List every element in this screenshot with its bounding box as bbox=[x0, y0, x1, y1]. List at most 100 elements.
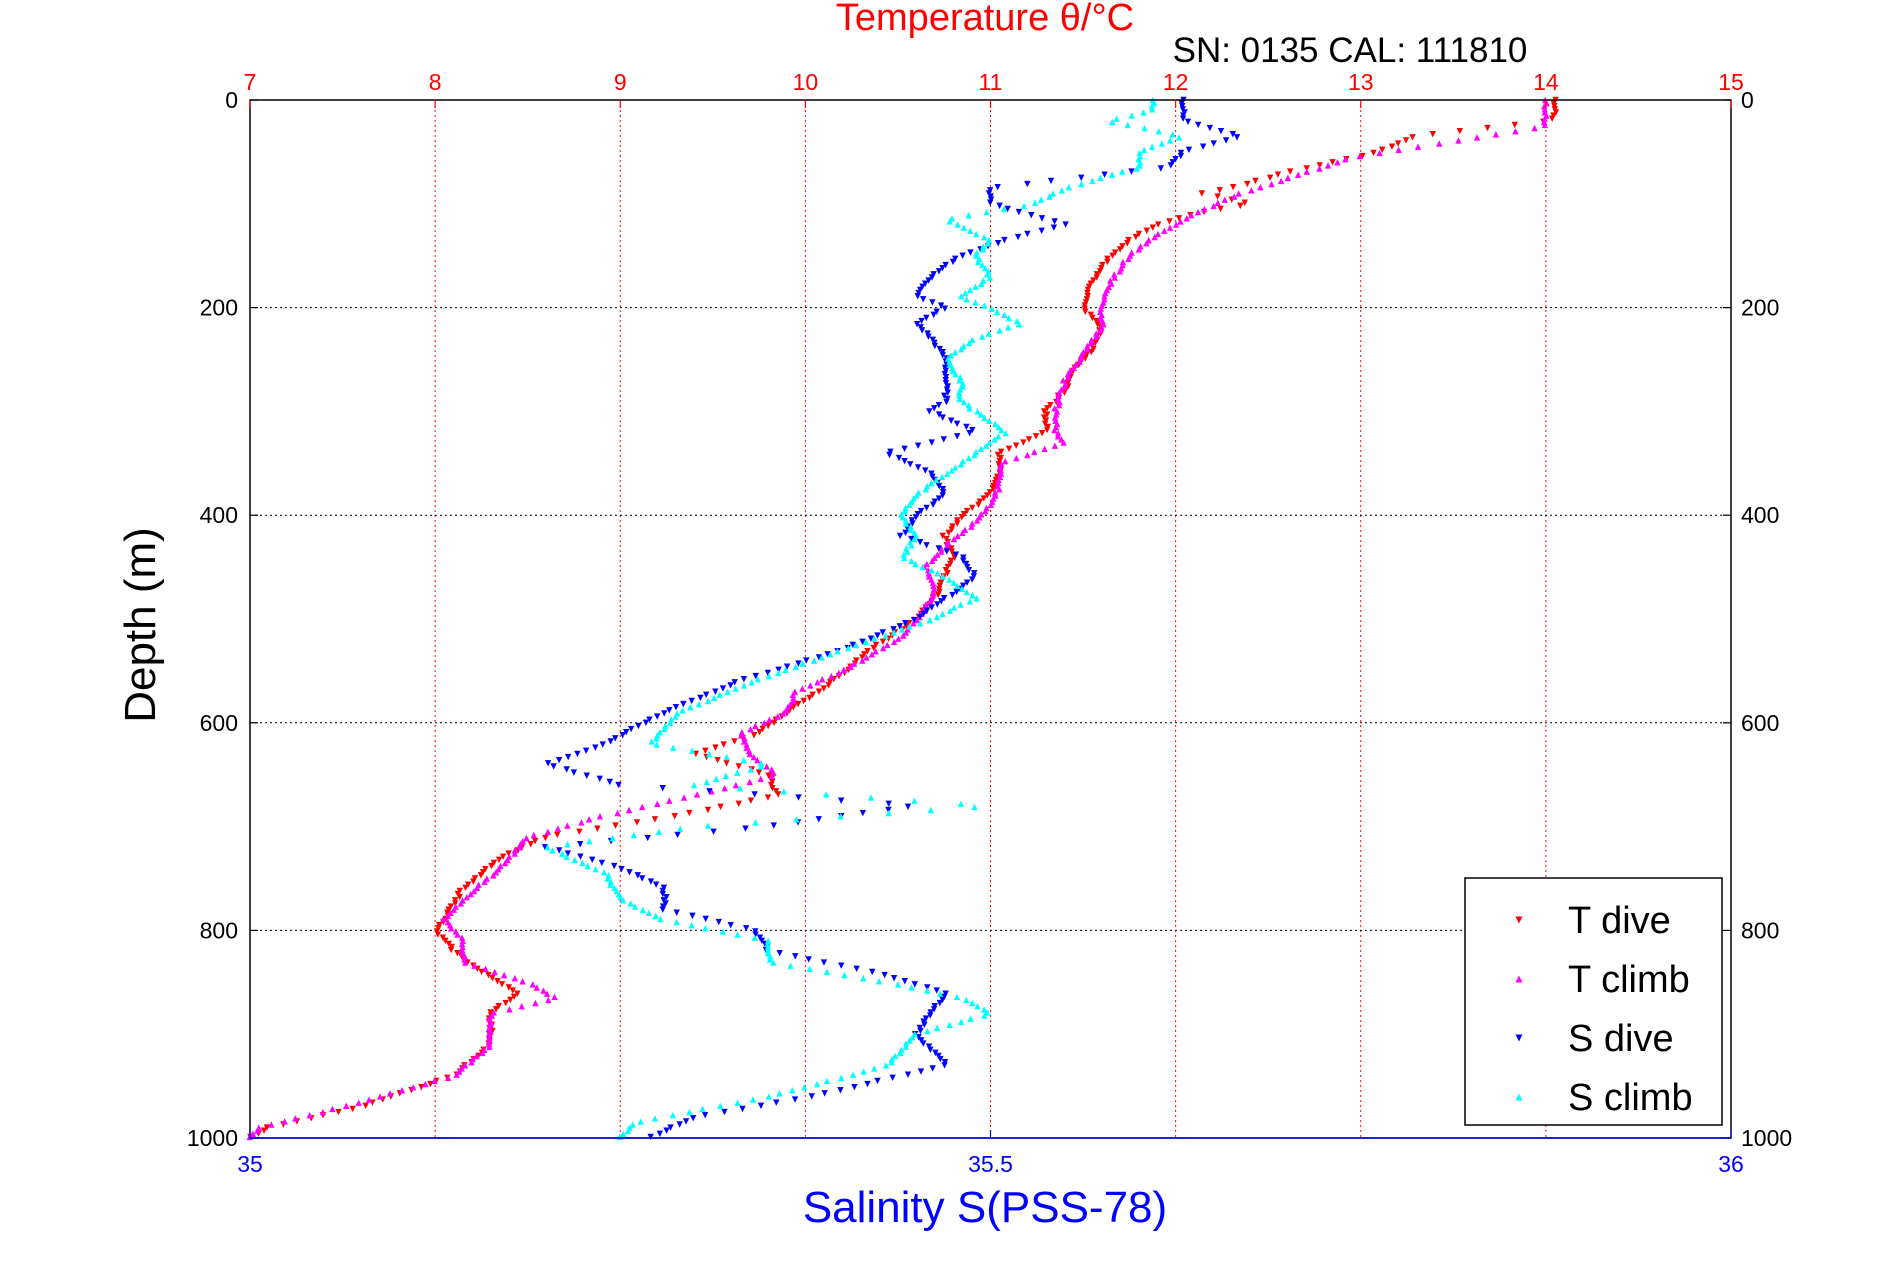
t-dive-point bbox=[362, 1102, 369, 1110]
t-climb-point bbox=[1324, 162, 1332, 169]
s-dive-point bbox=[702, 691, 710, 698]
s-climb-point bbox=[780, 788, 787, 795]
s-climb-point bbox=[922, 486, 930, 493]
t-dive-point bbox=[1109, 252, 1116, 259]
t-dive-point bbox=[576, 828, 583, 835]
s-climb-point bbox=[792, 663, 800, 670]
s-climb-point bbox=[860, 974, 867, 982]
s-climb-point bbox=[979, 333, 986, 340]
s-dive-point bbox=[783, 663, 791, 670]
t-climb-point bbox=[532, 999, 539, 1007]
s-dive-point bbox=[1101, 171, 1108, 178]
tick-label-depth-right: 600 bbox=[1741, 710, 1779, 736]
s-climb-point bbox=[960, 398, 968, 406]
t-climb-point bbox=[519, 978, 526, 985]
s-dive-point bbox=[837, 797, 845, 804]
s-dive-point bbox=[928, 604, 935, 611]
t-climb-point bbox=[1235, 190, 1242, 197]
t-climb-point bbox=[551, 993, 558, 1001]
s-climb-point bbox=[924, 1027, 931, 1035]
s-climb-point bbox=[1089, 177, 1096, 185]
s-climb-point bbox=[903, 545, 910, 552]
t-climb-point bbox=[1531, 124, 1538, 132]
s-dive-point bbox=[740, 676, 748, 683]
s-climb-point bbox=[962, 289, 969, 297]
s-dive-point bbox=[1233, 134, 1241, 141]
s-climb-point bbox=[901, 554, 908, 561]
t-dive-point bbox=[594, 825, 601, 832]
t-climb-point bbox=[1055, 401, 1063, 409]
s-climb-point bbox=[899, 514, 907, 521]
tick-label-temp: 14 bbox=[1533, 69, 1559, 95]
s-dive-point bbox=[795, 794, 802, 801]
s-dive-point bbox=[689, 1115, 697, 1122]
t-dive-point bbox=[723, 760, 730, 767]
s-dive-point bbox=[895, 454, 903, 462]
s-climb-point bbox=[959, 380, 966, 387]
s-climb-point bbox=[966, 286, 974, 294]
s-climb-point bbox=[748, 679, 755, 686]
t-climb-point bbox=[1083, 345, 1091, 353]
s-climb-point bbox=[1005, 314, 1013, 322]
s-dive-point bbox=[902, 529, 909, 537]
s-dive-point bbox=[934, 601, 941, 608]
s-dive-point bbox=[647, 878, 655, 885]
t-dive-point bbox=[1214, 193, 1221, 200]
t-climb-point bbox=[585, 816, 593, 823]
s-dive-point bbox=[926, 408, 933, 415]
s-dive-point bbox=[795, 660, 802, 667]
t-climb-point bbox=[458, 934, 466, 941]
s-climb-point bbox=[657, 915, 664, 923]
t-dive-point bbox=[1020, 439, 1027, 446]
s-climb-point bbox=[948, 467, 955, 474]
s-climb-point bbox=[982, 442, 990, 449]
t-dive-point bbox=[1104, 258, 1111, 266]
s-climb-point bbox=[995, 433, 1002, 440]
t-climb-point bbox=[596, 813, 604, 820]
t-climb-point bbox=[747, 725, 754, 733]
s-climb-point bbox=[713, 775, 720, 783]
t-dive-point bbox=[492, 1006, 500, 1013]
t-climb-point bbox=[930, 582, 937, 589]
t-climb-point bbox=[268, 1121, 275, 1128]
s-dive-point bbox=[731, 679, 738, 686]
s-climb-point bbox=[1124, 121, 1131, 129]
s-dive-point bbox=[663, 1127, 670, 1134]
s-climb-point bbox=[687, 704, 694, 711]
t-climb-point bbox=[1284, 174, 1292, 182]
s-climb-point bbox=[966, 598, 974, 605]
s-dive-point bbox=[607, 738, 614, 745]
t-dive-point bbox=[1025, 436, 1033, 443]
s-dive-point bbox=[939, 414, 946, 421]
s-dive-point bbox=[935, 411, 943, 418]
s-climb-point bbox=[651, 1115, 659, 1122]
s-climb-point bbox=[907, 526, 914, 533]
s-climb-point bbox=[1078, 180, 1085, 188]
s-dive-point bbox=[874, 1077, 881, 1085]
t-climb-point bbox=[1295, 171, 1302, 178]
s-climb-point bbox=[1005, 324, 1012, 331]
s-dive-point bbox=[1024, 180, 1031, 188]
s-dive-point bbox=[742, 925, 750, 932]
s-climb-point bbox=[710, 694, 718, 702]
t-dive-point bbox=[1402, 137, 1410, 144]
s-climb-point bbox=[890, 629, 898, 636]
s-dive-point bbox=[885, 806, 892, 814]
t-climb-point bbox=[1541, 115, 1548, 122]
tick-label-temp: 13 bbox=[1348, 69, 1374, 95]
s-dive-point bbox=[851, 1083, 858, 1091]
t-climb-point bbox=[1097, 305, 1104, 312]
s-climb-point bbox=[911, 535, 918, 543]
t-climb-point bbox=[1078, 352, 1085, 359]
legend-label: T climb bbox=[1568, 959, 1690, 1001]
s-dive-point bbox=[1157, 165, 1165, 172]
s-dive-point bbox=[676, 1121, 683, 1128]
t-climb-point bbox=[485, 1031, 493, 1038]
t-climb-point bbox=[1108, 280, 1115, 287]
s-dive-point bbox=[757, 1102, 765, 1110]
t-dive-point bbox=[505, 850, 512, 857]
t-climb-point bbox=[529, 981, 536, 988]
s-climb-point bbox=[969, 336, 976, 343]
s-climb-point bbox=[767, 953, 774, 960]
s-dive-point bbox=[933, 987, 940, 994]
